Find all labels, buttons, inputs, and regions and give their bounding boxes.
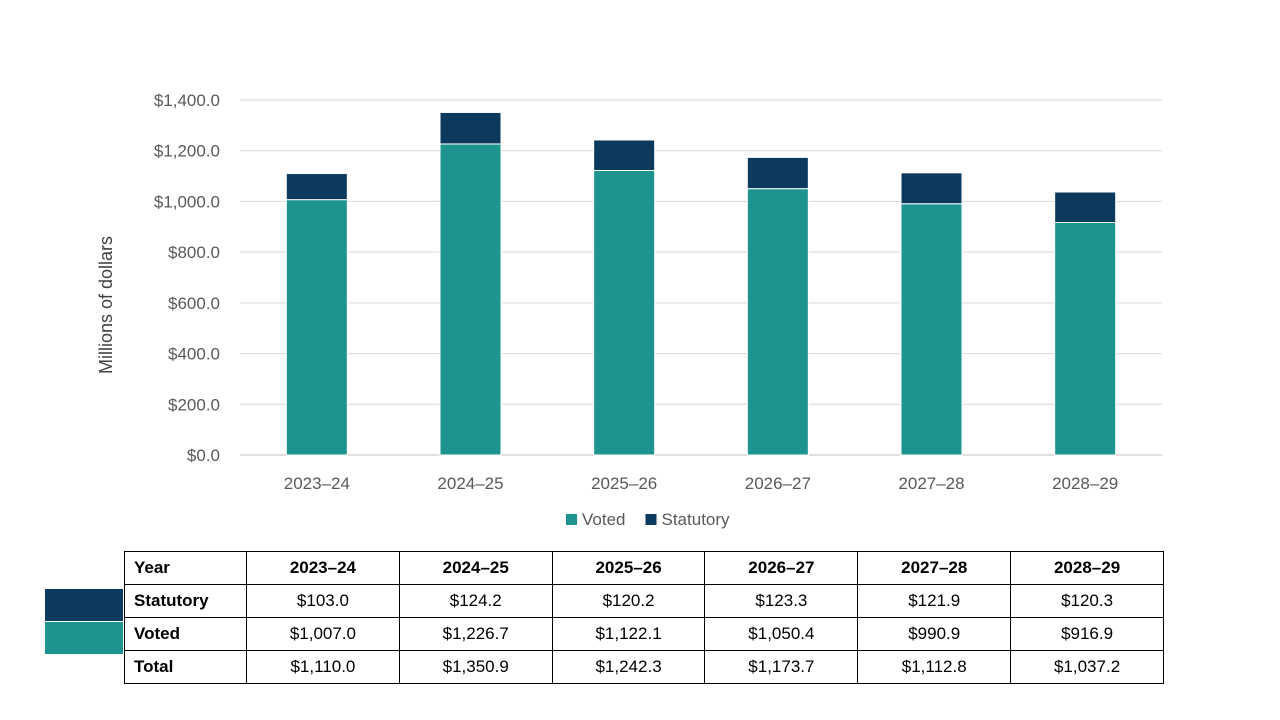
table-cell: $1,122.1 — [551, 617, 706, 651]
table-cell: $1,007.0 — [246, 617, 400, 651]
table-cell: $1,242.3 — [551, 650, 706, 684]
table-cell: $1,110.0 — [246, 650, 400, 684]
bar-voted — [285, 199, 348, 456]
legend-label-voted: Voted — [582, 510, 626, 529]
gridlines — [240, 99, 1162, 456]
bar-statutory — [900, 172, 963, 205]
table-cell: $1,226.7 — [398, 617, 553, 651]
table-cell: $1,050.4 — [704, 617, 859, 651]
table-year-header: 2025–26 — [551, 551, 706, 585]
bar-statutory — [746, 156, 809, 190]
y-tick-label: $400.0 — [168, 345, 220, 364]
x-tick-label: 2024–25 — [437, 474, 503, 493]
bar-voted — [439, 143, 502, 456]
row-label: Total — [124, 650, 247, 684]
bar-voted — [900, 203, 963, 456]
y-tick-label: $1,000.0 — [154, 192, 220, 211]
table-cell: $1,112.8 — [857, 650, 1012, 684]
table-row-statutory: Statutory $103.0 $124.2 $120.2 $123.3 $1… — [124, 584, 1164, 618]
table-year-header: 2028–29 — [1010, 551, 1164, 585]
legend-label-statutory: Statutory — [662, 510, 731, 529]
y-tick-label: $0.0 — [187, 446, 220, 465]
bars — [285, 111, 1117, 456]
data-table: Year 2023–24 2024–25 2025–26 2026–27 202… — [124, 551, 1164, 684]
table-cell: $103.0 — [246, 584, 400, 618]
bar-statutory — [1054, 191, 1117, 224]
table-year-header: 2023–24 — [246, 551, 400, 585]
y-tick-label: $1,200.0 — [154, 142, 220, 161]
x-tick-label: 2027–28 — [898, 474, 964, 493]
y-tick-label: $800.0 — [168, 243, 220, 262]
x-tick-label: 2023–24 — [284, 474, 350, 493]
table-row-voted: Voted $1,007.0 $1,226.7 $1,122.1 $1,050.… — [124, 617, 1164, 651]
row-label: Voted — [124, 617, 247, 651]
table-cell: $1,173.7 — [704, 650, 859, 684]
table-year-header: 2027–28 — [857, 551, 1012, 585]
table-cell: $121.9 — [857, 584, 1012, 618]
bar-statutory — [439, 111, 502, 145]
table-header-year: Year — [124, 551, 247, 585]
table-cell: $124.2 — [398, 584, 553, 618]
table-cell: $990.9 — [857, 617, 1012, 651]
table-year-header: 2026–27 — [704, 551, 859, 585]
bar-voted — [746, 188, 809, 456]
x-tick-label: 2028–29 — [1052, 474, 1118, 493]
legend: Voted Statutory — [566, 510, 730, 529]
table-cell: $916.9 — [1010, 617, 1164, 651]
table-year-header: 2024–25 — [398, 551, 553, 585]
x-tick-label: 2026–27 — [745, 474, 811, 493]
bar-voted — [593, 169, 656, 456]
table-cell: $1,037.2 — [1010, 650, 1164, 684]
y-axis-ticks: $0.0 $200.0 $400.0 $600.0 $800.0 $1,000.0 $1,2… — [154, 91, 220, 465]
bar-voted — [1054, 222, 1117, 456]
table-row-total: Total $1,110.0 $1,350.9 $1,242.3 $1,173.… — [124, 650, 1164, 684]
y-tick-label: $1,400.0 — [154, 91, 220, 110]
table-cell: $1,350.9 — [398, 650, 553, 684]
statutory-swatch — [45, 589, 123, 621]
y-tick-label: $200.0 — [168, 395, 220, 414]
legend-swatch-voted — [566, 514, 577, 525]
y-axis-title: Millions of dollars — [96, 236, 116, 374]
bar-statutory — [593, 139, 656, 171]
voted-swatch — [45, 622, 123, 654]
x-tick-label: 2025–26 — [591, 474, 657, 493]
table-cell: $120.2 — [551, 584, 706, 618]
table-cell: $120.3 — [1010, 584, 1164, 618]
stacked-bar-chart: $0.0 $200.0 $400.0 $600.0 $800.0 $1,000.0 $1,2… — [96, 91, 1162, 529]
y-tick-label: $600.0 — [168, 294, 220, 313]
legend-swatch-statutory — [645, 514, 657, 525]
table-header-row: Year 2023–24 2024–25 2025–26 2026–27 202… — [124, 551, 1164, 585]
bar-statutory — [285, 173, 348, 201]
x-axis-ticks: 2023–24 2024–25 2025–26 2026–27 2027–28 2028–… — [284, 474, 1119, 493]
table-cell: $123.3 — [704, 584, 859, 618]
row-label: Statutory — [124, 584, 247, 618]
